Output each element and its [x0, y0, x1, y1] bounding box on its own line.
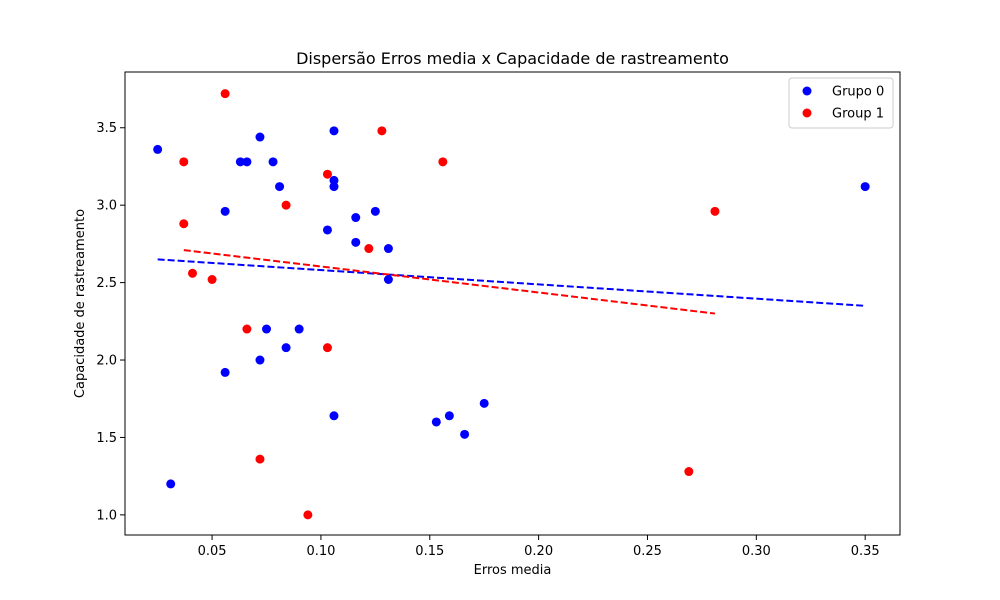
y-tick-label: 1.5	[96, 431, 117, 446]
data-point	[262, 324, 272, 334]
data-point	[329, 175, 339, 185]
data-point	[860, 182, 870, 192]
data-point	[179, 157, 189, 167]
legend-marker	[802, 108, 812, 118]
legend-marker	[802, 86, 812, 96]
plot-frame	[124, 71, 901, 536]
data-point	[329, 126, 339, 136]
data-point	[166, 479, 176, 489]
data-point	[351, 213, 361, 223]
x-axis: 0.05 0.10 0.15 0.20 0.25 0.30 0.35	[198, 535, 880, 559]
data-point	[242, 324, 252, 334]
data-point	[281, 343, 291, 353]
chart-title: Dispersão Erros media x Capacidade de ra…	[296, 49, 729, 68]
data-point	[479, 398, 489, 408]
x-tick-label: 0.15	[415, 544, 444, 559]
x-axis-label: Erros media	[474, 563, 552, 578]
data-point	[322, 343, 332, 353]
data-point	[281, 200, 291, 210]
data-point	[364, 244, 374, 254]
x-tick-label: 0.35	[851, 544, 880, 559]
y-axis: 1.0 1.5 2.0 2.5 3.0 3.5	[96, 121, 125, 523]
data-point	[294, 324, 304, 334]
data-point	[444, 411, 454, 421]
y-tick-label: 1.0	[96, 508, 117, 523]
legend-label: Group 1	[832, 107, 884, 122]
data-point	[438, 157, 448, 167]
data-point	[383, 244, 393, 254]
x-tick-label: 0.20	[524, 544, 553, 559]
data-point	[460, 429, 470, 439]
x-tick-label: 0.10	[306, 544, 335, 559]
y-tick-label: 3.5	[96, 121, 117, 136]
y-tick-label: 3.0	[96, 199, 117, 214]
data-point	[220, 206, 230, 216]
data-points	[153, 89, 870, 520]
trend-line	[183, 249, 716, 315]
data-point	[268, 157, 278, 167]
data-point	[710, 206, 720, 216]
data-point	[303, 510, 313, 520]
data-point	[351, 237, 361, 247]
trend-lines	[157, 249, 866, 315]
data-point	[322, 225, 332, 235]
x-tick-label: 0.25	[633, 544, 662, 559]
x-tick-label: 0.05	[198, 544, 227, 559]
x-tick-label: 0.30	[742, 544, 771, 559]
data-point	[179, 219, 189, 229]
y-axis-label: Capacidade de rastreamento	[73, 209, 88, 398]
data-point	[377, 126, 387, 136]
data-point	[235, 157, 245, 167]
data-point	[684, 467, 694, 477]
legend: Grupo 0 Group 1	[788, 77, 894, 129]
data-point	[431, 417, 441, 427]
data-point	[322, 169, 332, 179]
data-point	[275, 182, 285, 192]
data-point	[207, 274, 217, 284]
data-point	[255, 132, 265, 142]
legend-box	[788, 77, 894, 129]
data-point	[370, 206, 380, 216]
data-point	[187, 268, 197, 278]
legend-label: Grupo 0	[832, 85, 884, 100]
data-point	[153, 144, 163, 154]
trend-line	[157, 258, 866, 307]
data-point	[255, 355, 265, 365]
data-point	[329, 182, 339, 192]
data-point	[329, 411, 339, 421]
data-point	[255, 454, 265, 464]
data-point	[383, 274, 393, 284]
y-tick-label: 2.0	[96, 354, 117, 369]
data-point	[242, 157, 252, 167]
data-point	[220, 367, 230, 377]
y-tick-label: 2.5	[96, 276, 117, 291]
data-point	[220, 89, 230, 99]
